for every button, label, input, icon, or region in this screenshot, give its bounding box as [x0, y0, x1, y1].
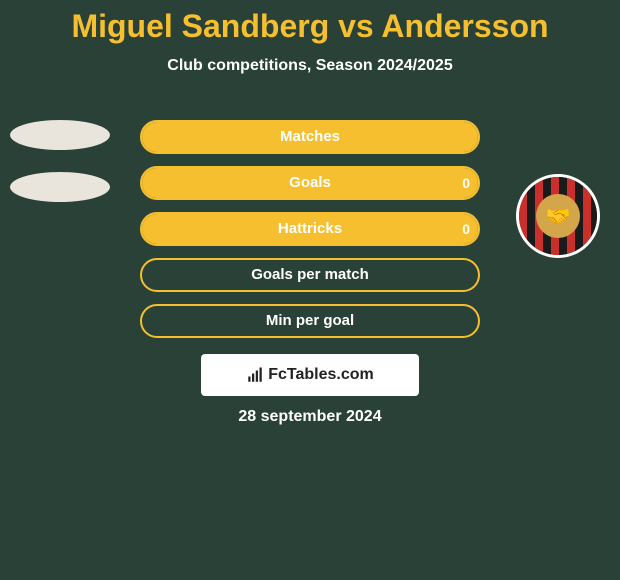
stat-label: Goals per match	[142, 260, 478, 290]
stat-row: Goals per match	[0, 258, 620, 292]
stat-label: Hattricks	[142, 214, 478, 244]
stat-bar-track: Min per goal	[140, 304, 480, 338]
stat-bar-track: Matches	[140, 120, 480, 154]
brand-text: FcTables.com	[268, 366, 374, 384]
stat-bar-track: Hattricks0	[140, 212, 480, 246]
stats-container: 🤝 MatchesGoals0Hattricks0Goals per match…	[0, 120, 620, 350]
stat-row: Hattricks0	[0, 212, 620, 246]
comparison-subtitle: Club competitions, Season 2024/2025	[0, 57, 620, 75]
brand-footer: FcTables.com	[201, 354, 419, 396]
stat-label: Goals	[142, 168, 478, 198]
chart-icon	[246, 366, 264, 384]
stat-bar-track: Goals0	[140, 166, 480, 200]
stat-row: Min per goal	[0, 304, 620, 338]
comparison-title: Miguel Sandberg vs Andersson	[0, 0, 620, 45]
stat-row: Goals0	[0, 166, 620, 200]
date-text: 28 september 2024	[0, 408, 620, 426]
stat-label: Matches	[142, 122, 478, 152]
stat-value-right: 0	[462, 168, 470, 198]
stat-label: Min per goal	[142, 306, 478, 336]
stat-bar-track: Goals per match	[140, 258, 480, 292]
stat-value-right: 0	[462, 214, 470, 244]
stat-row: Matches	[0, 120, 620, 154]
